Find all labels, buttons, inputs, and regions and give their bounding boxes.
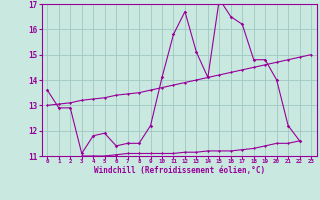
X-axis label: Windchill (Refroidissement éolien,°C): Windchill (Refroidissement éolien,°C) (94, 166, 265, 175)
